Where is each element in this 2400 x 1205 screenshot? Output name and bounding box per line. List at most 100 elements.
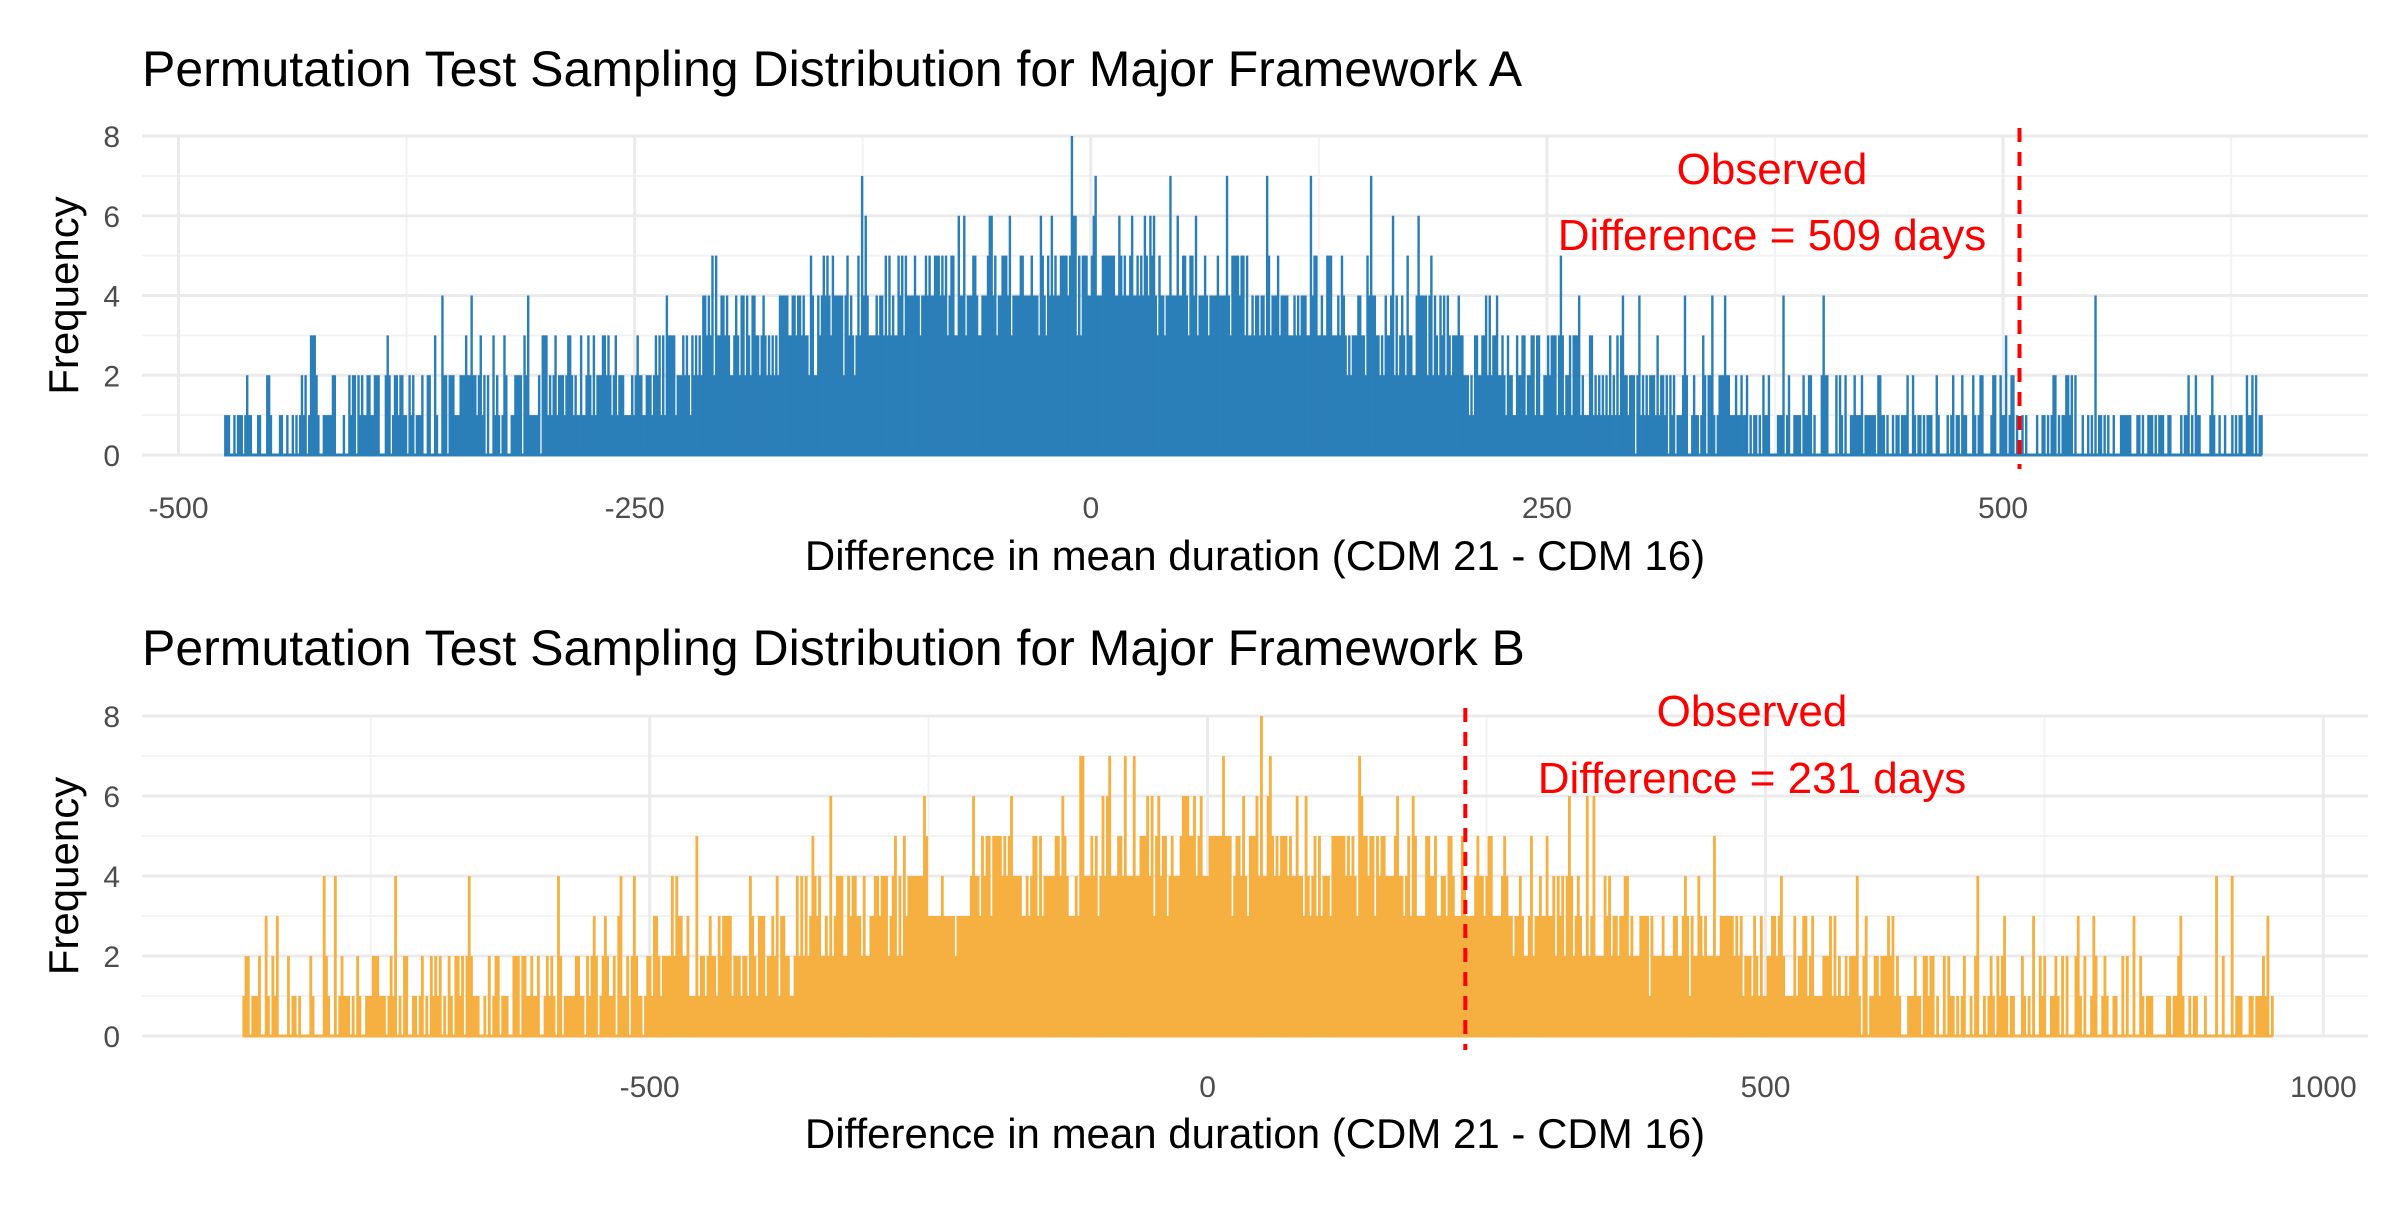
histogram-bar: [1050, 876, 1054, 1036]
histogram-bar: [1554, 335, 1557, 455]
histogram-bar: [1195, 876, 1199, 1036]
histogram-bar: [1096, 295, 1099, 455]
histogram-bar: [1081, 255, 1085, 455]
histogram-bar: [1306, 335, 1309, 455]
histogram-bar: [1150, 255, 1154, 455]
histogram-bar: [1185, 295, 1189, 455]
histogram-bar: [1357, 295, 1360, 455]
histogram-bar: [1498, 916, 1502, 1036]
histogram-bar: [1121, 876, 1125, 1036]
histogram-bar: [1897, 415, 1900, 455]
histogram-bar: [1708, 956, 1712, 1036]
histogram-bar: [2005, 996, 2009, 1036]
histogram-bar: [651, 415, 654, 455]
histogram-bar: [1599, 956, 1603, 1036]
histogram-bar: [275, 916, 279, 1036]
histogram-bar: [1696, 415, 1699, 455]
histogram-bar: [1802, 375, 1805, 455]
histogram-bar: [1344, 335, 1347, 455]
observed-label-line1: Observed: [1677, 145, 1868, 194]
histogram-bar: [543, 996, 547, 1036]
histogram-bar: [399, 375, 402, 455]
histogram-bar: [1379, 375, 1382, 455]
histogram-bar: [492, 996, 496, 1036]
histogram-bar: [2185, 415, 2188, 455]
histogram-bar: [1710, 956, 1714, 1036]
histogram-bar: [1099, 295, 1103, 455]
histogram-bar: [1273, 295, 1276, 455]
histogram-bar: [1532, 335, 1535, 455]
histogram-bar: [428, 375, 431, 455]
histogram-bar: [380, 996, 384, 1036]
histogram-bar: [968, 295, 971, 455]
histogram-bar: [1723, 295, 1727, 455]
histogram-bar: [536, 415, 539, 455]
histogram-bar: [619, 876, 623, 1036]
histogram-bar: [2223, 415, 2227, 455]
histogram-bar: [1935, 375, 1938, 455]
histogram-bar: [2161, 415, 2165, 455]
histogram-bar: [566, 996, 569, 1036]
histogram-bar: [1534, 916, 1538, 1036]
histogram-bar: [477, 375, 481, 455]
histogram-bar: [851, 335, 855, 455]
histogram-bar: [976, 876, 980, 1036]
histogram-bar: [1070, 136, 1074, 455]
histogram-bar: [762, 295, 765, 455]
histogram-bar: [425, 996, 429, 1036]
histogram-bar: [1012, 876, 1016, 1036]
histogram-bar: [1858, 996, 1861, 1036]
histogram-bar: [2264, 996, 2268, 1036]
histogram-bar: [2035, 415, 2039, 455]
histogram-bar: [342, 415, 346, 455]
histogram-bar: [1143, 215, 1147, 455]
histogram-bar: [2138, 415, 2141, 455]
histogram-bar: [827, 956, 830, 1036]
histogram-bar: [753, 956, 757, 1036]
histogram-bar: [948, 295, 951, 455]
histogram-bar: [773, 956, 777, 1036]
histogram-bar: [1159, 876, 1163, 1036]
histogram-bar: [601, 335, 605, 455]
histogram-bar: [1718, 375, 1721, 455]
histogram-bar: [997, 295, 1001, 455]
histogram-bar: [322, 876, 326, 1036]
histogram-bar: [1160, 295, 1163, 455]
histogram-bar: [715, 996, 719, 1036]
histogram-bar: [1743, 415, 1747, 455]
histogram-bar: [253, 996, 257, 1036]
histogram-bar: [1068, 916, 1071, 1036]
histogram-bar: [2172, 996, 2176, 1036]
histogram-bar: [815, 375, 818, 455]
histogram-bar: [309, 956, 313, 1036]
histogram-bar: [304, 375, 307, 455]
histogram-bar: [837, 295, 840, 455]
histogram-bar: [2081, 415, 2084, 455]
histogram-bar: [714, 255, 718, 455]
histogram-bar: [868, 335, 871, 455]
histogram-bar: [1333, 335, 1336, 455]
histogram-bar: [1742, 996, 1745, 1036]
histogram-bar: [1404, 375, 1408, 455]
histogram-bar: [699, 956, 703, 1036]
histogram-bar: [1919, 415, 1922, 455]
histogram-bar: [1158, 255, 1161, 455]
histogram-bar: [1572, 335, 1575, 455]
histogram-bar: [1990, 415, 1993, 455]
histogram-bar: [1079, 335, 1083, 455]
histogram-bar: [897, 255, 900, 455]
histogram-bar: [574, 375, 577, 455]
histogram-bar: [2238, 415, 2241, 455]
histogram-bar: [627, 415, 630, 455]
histogram-bar: [1508, 375, 1512, 455]
histogram-bar: [657, 956, 661, 1036]
histogram-bar: [1067, 295, 1070, 455]
histogram-bar: [1946, 415, 1949, 455]
histogram-bar: [811, 295, 815, 455]
histogram-bar: [1411, 796, 1415, 1036]
histogram-bar: [1119, 836, 1123, 1036]
histogram-bar: [1384, 876, 1388, 1036]
histogram-bar: [359, 415, 362, 455]
histogram-bar: [1161, 295, 1165, 455]
histogram-bar: [1362, 836, 1366, 1036]
